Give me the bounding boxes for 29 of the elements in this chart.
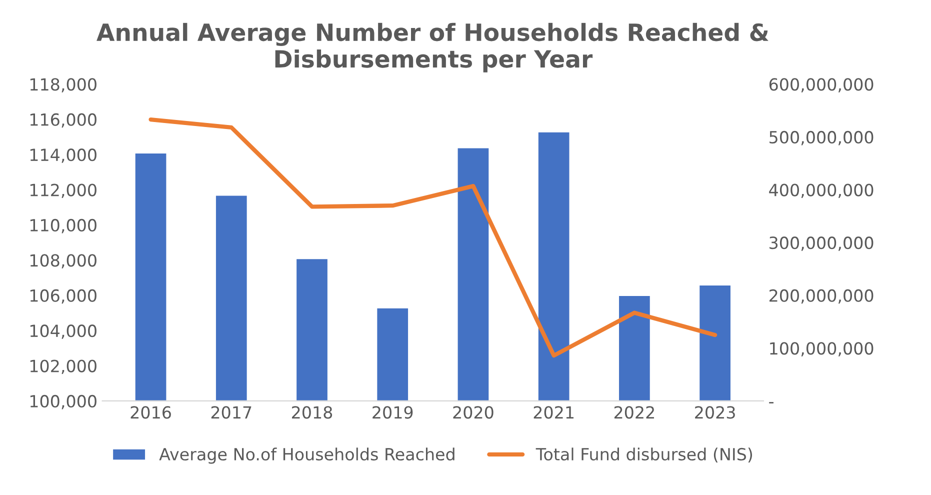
x-tick-label: 2023 (695, 406, 735, 419)
legend-label: Total Fund disbursed (NIS) (536, 448, 752, 462)
y2-tick-label: 600,000,000 (769, 78, 874, 92)
y-tick-label: 112,000 (30, 184, 96, 198)
x-tick-label: 2021 (534, 406, 574, 419)
y2-tick-label: 400,000,000 (769, 184, 874, 198)
x-tick-label: 2022 (614, 406, 654, 419)
y2-tick-label: 500,000,000 (770, 130, 874, 146)
x-tick-label: 2017 (211, 406, 252, 419)
x-tick-label: 2020 (453, 406, 494, 419)
y-tick-label: 106,000 (30, 289, 96, 304)
y-tick-label: 116,000 (30, 113, 96, 128)
y-tick-label: 108,000 (30, 254, 96, 268)
y-tick-label: 118,000 (30, 78, 96, 92)
y2-tick-label: - (769, 402, 774, 404)
line-series (148, 117, 718, 358)
y2-tick-label: 300,000,000 (770, 236, 874, 251)
y-tick-label: 102,000 (30, 360, 96, 374)
legend-label: Average No.of Households Reached (159, 448, 454, 464)
y2-tick-label: 200,000,000 (770, 289, 874, 304)
y-tick-label: 100,000 (30, 394, 96, 410)
x-tick-label: 2018 (292, 406, 332, 419)
x-tick-label: 2019 (372, 406, 413, 419)
y-tick-label: 114,000 (30, 148, 96, 163)
y2-tick-label: 100,000,000 (770, 342, 874, 356)
chart-title: Annual Average Number of Households Reached & Disbursements per Year (96, 22, 768, 72)
y-tick-label: 110,000 (30, 218, 96, 234)
y-tick-label: 104,000 (30, 324, 96, 339)
x-tick-label: 2016 (130, 406, 171, 419)
